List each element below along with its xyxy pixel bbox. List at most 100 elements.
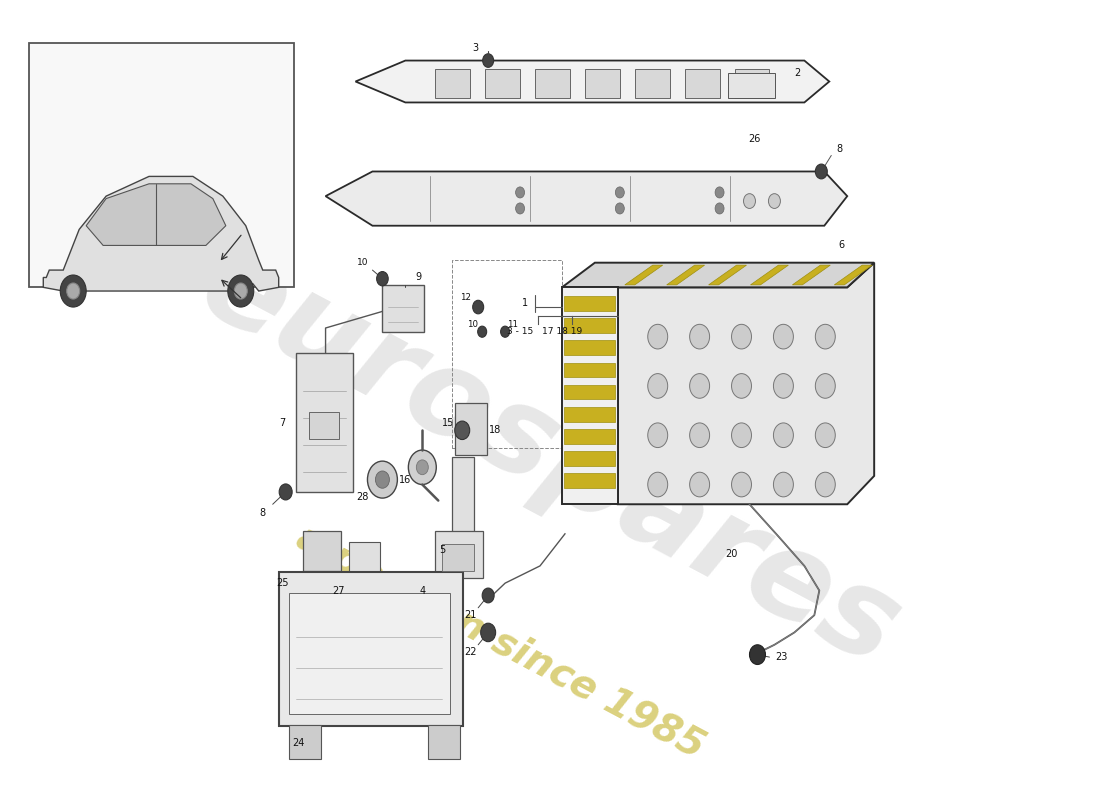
Polygon shape (667, 265, 705, 285)
Polygon shape (708, 265, 747, 285)
Polygon shape (564, 340, 615, 355)
Circle shape (454, 421, 470, 439)
Text: eurospares: eurospares (182, 224, 918, 690)
Bar (278, 572, 463, 726)
Text: 12: 12 (460, 293, 471, 302)
Bar (383, 285, 425, 332)
Circle shape (648, 374, 668, 398)
Bar (288, 725, 320, 759)
Circle shape (228, 275, 254, 307)
Polygon shape (618, 262, 874, 504)
Circle shape (648, 324, 668, 349)
Bar (288, 593, 450, 714)
Circle shape (648, 472, 668, 497)
Circle shape (234, 283, 248, 299)
Polygon shape (562, 262, 874, 287)
Text: 9: 9 (416, 273, 421, 282)
Text: 3 - 15: 3 - 15 (507, 327, 534, 336)
Text: 24: 24 (293, 738, 305, 748)
Circle shape (690, 374, 710, 398)
Text: 6: 6 (838, 241, 845, 250)
Circle shape (732, 374, 751, 398)
Circle shape (815, 164, 827, 179)
Circle shape (690, 423, 710, 447)
Circle shape (815, 472, 835, 497)
Circle shape (516, 187, 525, 198)
Text: 18: 18 (490, 426, 502, 435)
Polygon shape (562, 287, 618, 504)
Bar (455, 403, 487, 455)
Circle shape (500, 326, 509, 338)
Polygon shape (564, 474, 615, 488)
Polygon shape (564, 429, 615, 444)
Circle shape (375, 471, 389, 488)
Polygon shape (585, 69, 619, 98)
Circle shape (690, 324, 710, 349)
Text: 2: 2 (794, 68, 801, 78)
Bar (302, 531, 341, 571)
Text: 5: 5 (439, 545, 446, 555)
Circle shape (732, 324, 751, 349)
Circle shape (376, 271, 388, 286)
Text: 10: 10 (466, 320, 477, 329)
Circle shape (615, 187, 625, 198)
Text: 23: 23 (776, 652, 788, 662)
Bar (436, 531, 483, 578)
Polygon shape (43, 177, 278, 291)
Polygon shape (792, 265, 830, 285)
Polygon shape (564, 362, 615, 378)
Text: 1: 1 (522, 298, 528, 308)
Circle shape (615, 203, 625, 214)
Polygon shape (326, 171, 847, 226)
Polygon shape (564, 385, 615, 399)
Polygon shape (834, 265, 872, 285)
Circle shape (416, 460, 428, 474)
Circle shape (482, 588, 494, 603)
Text: 3: 3 (472, 43, 478, 54)
Circle shape (367, 461, 397, 498)
Text: 22: 22 (464, 647, 476, 657)
Circle shape (769, 194, 780, 209)
Polygon shape (355, 61, 829, 102)
Circle shape (690, 472, 710, 497)
Circle shape (516, 203, 525, 214)
Circle shape (773, 423, 793, 447)
Circle shape (483, 54, 494, 67)
Circle shape (715, 203, 724, 214)
Circle shape (773, 324, 793, 349)
Polygon shape (750, 265, 789, 285)
Text: 8: 8 (836, 144, 843, 154)
Text: 10: 10 (356, 258, 369, 267)
Circle shape (648, 423, 668, 447)
Bar (349, 542, 381, 574)
Text: 25: 25 (276, 578, 289, 588)
Circle shape (815, 374, 835, 398)
Text: 17 18 19: 17 18 19 (542, 327, 582, 336)
Polygon shape (86, 184, 226, 246)
Polygon shape (564, 318, 615, 333)
Bar (442, 544, 474, 571)
Circle shape (815, 324, 835, 349)
Circle shape (477, 326, 486, 338)
Circle shape (715, 187, 724, 198)
Text: 8: 8 (260, 508, 266, 518)
Text: 26: 26 (748, 134, 761, 145)
Bar (30, 43, 294, 287)
Polygon shape (735, 69, 769, 98)
Bar (428, 725, 460, 759)
Polygon shape (296, 353, 352, 492)
Text: 20: 20 (725, 549, 738, 558)
Polygon shape (485, 69, 520, 98)
Circle shape (744, 194, 756, 209)
Polygon shape (635, 69, 670, 98)
Text: 15: 15 (442, 418, 454, 428)
Circle shape (732, 423, 751, 447)
Text: 27: 27 (332, 586, 344, 595)
Circle shape (481, 623, 496, 642)
Polygon shape (625, 265, 662, 285)
Bar (309, 412, 339, 439)
Text: a passion since 1985: a passion since 1985 (289, 518, 711, 766)
Bar (727, 73, 776, 98)
Polygon shape (535, 69, 570, 98)
Circle shape (773, 374, 793, 398)
